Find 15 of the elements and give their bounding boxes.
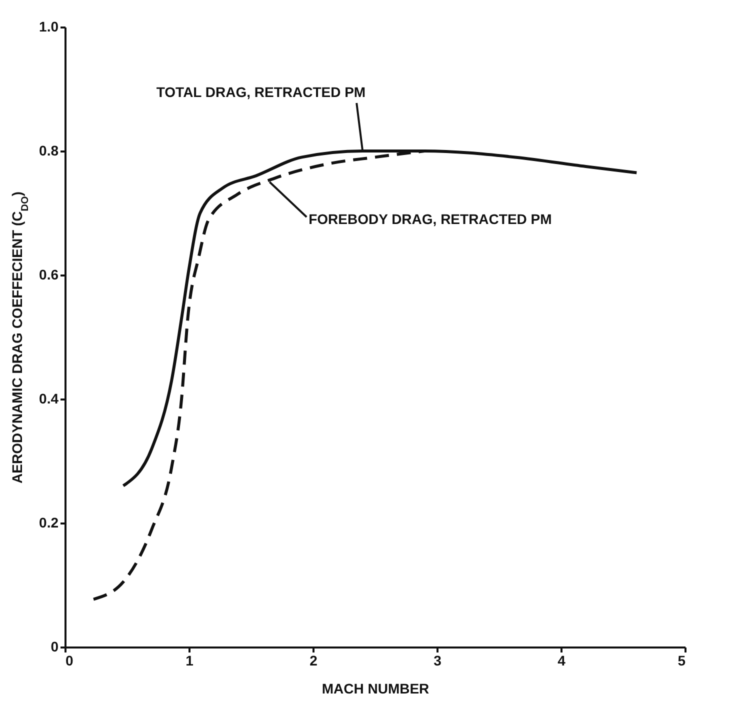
- x-tick-label: 0: [66, 652, 74, 668]
- y-tick-label: 0.8: [39, 142, 59, 158]
- y-tick-label: 0: [50, 638, 59, 654]
- annotation: FOREBODY DRAG, RETRACTED PM: [308, 211, 552, 227]
- y-tick-label: 0.4: [39, 390, 59, 406]
- x-tick-label: 3: [434, 652, 442, 668]
- y-tick-label: 0.6: [39, 266, 59, 282]
- y-tick-label: 0.2: [39, 514, 59, 530]
- y-tick-label: 1.0: [39, 18, 59, 34]
- annotation: TOTAL DRAG, RETRACTED PM: [156, 84, 366, 100]
- x-axis-title: MACH NUMBER: [322, 680, 430, 696]
- x-tick-label: 2: [310, 652, 318, 668]
- x-tick-label: 5: [678, 652, 686, 668]
- x-tick-label: 1: [186, 652, 194, 668]
- x-tick-label: 4: [558, 652, 566, 668]
